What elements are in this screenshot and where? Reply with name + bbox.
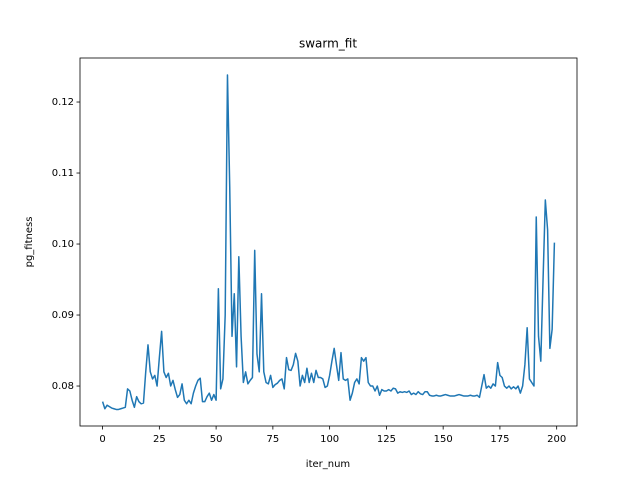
plot-frame xyxy=(79,57,578,427)
x-tick-label: 175 xyxy=(490,434,509,445)
chart-title: swarm_fit xyxy=(299,37,357,51)
y-tick-label: 0.12 xyxy=(52,97,74,108)
line xyxy=(101,74,556,411)
x-tick-label: 125 xyxy=(377,434,396,445)
y-tick-label: 0.10 xyxy=(52,239,74,250)
x-tick-label: 50 xyxy=(210,434,223,445)
y-tick-label: 0.11 xyxy=(52,168,74,179)
x-axis-label: iter_num xyxy=(306,459,350,470)
x-tick-label: 100 xyxy=(320,434,339,445)
y-axis-label: pg_fitness xyxy=(24,217,35,268)
x-tick-label: 25 xyxy=(153,434,166,445)
x-tick-label: 75 xyxy=(267,434,280,445)
x-tick-label: 0 xyxy=(99,434,105,445)
x-tick-label: 150 xyxy=(434,434,453,445)
x-tick-label: 200 xyxy=(547,434,566,445)
y-tick-label: 0.08 xyxy=(52,381,74,392)
y-tick-label: 0.09 xyxy=(52,310,74,321)
